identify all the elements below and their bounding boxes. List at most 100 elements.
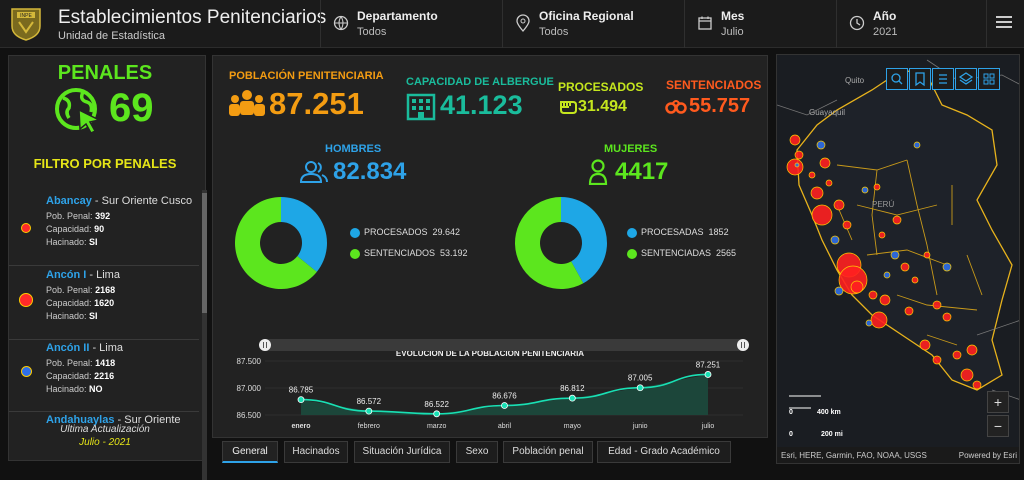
filter-anio[interactable]: Año 2021: [836, 0, 986, 48]
penal-marker[interactable]: [972, 380, 982, 390]
penal-marker[interactable]: [919, 339, 931, 351]
penal-marker[interactable]: [816, 140, 826, 150]
data-point[interactable]: [704, 371, 712, 378]
penal-marker[interactable]: [879, 294, 891, 306]
x-tick-label: mayo: [564, 423, 581, 430]
list-item[interactable]: Ancón I - Lima Pob. Penal: 2168 Capacida…: [9, 266, 199, 340]
list-item[interactable]: Ancón II - Lima Pob. Penal: 1418 Capacid…: [9, 340, 199, 412]
calendar-icon: [698, 16, 712, 30]
pob-penal: Pob. Penal: 392: [46, 211, 111, 221]
hombres-slice-sentenciados[interactable]: [235, 197, 317, 289]
list-icon[interactable]: [932, 68, 954, 90]
penal-marker[interactable]: [966, 344, 978, 356]
penal-marker[interactable]: [810, 186, 824, 200]
penal-marker[interactable]: [870, 311, 888, 329]
scale-km: 400 km: [817, 409, 841, 416]
filter-oficina-regional[interactable]: Oficina Regional Todos: [502, 0, 684, 48]
data-point[interactable]: [568, 394, 576, 402]
penal-marker[interactable]: [834, 286, 844, 296]
filter-value: Todos: [357, 26, 387, 38]
status-dot: [19, 293, 33, 307]
penal-marker[interactable]: [900, 262, 910, 272]
tab-situacion-juridica[interactable]: Situación Jurídica: [354, 441, 450, 463]
penal-marker[interactable]: [890, 250, 900, 260]
map-view[interactable]: Quito Guayaquil PERÚ 0 400 km 0 200 mi +…: [776, 54, 1020, 464]
penal-marker[interactable]: [878, 231, 886, 239]
penal-marker[interactable]: [825, 179, 833, 187]
list-item[interactable]: Abancay - Sur Oriente Cusco Pob. Penal: …: [9, 195, 199, 266]
penal-marker[interactable]: [904, 306, 914, 316]
penal-marker[interactable]: [811, 204, 833, 226]
tab-hacinados[interactable]: Hacinados: [284, 441, 348, 463]
penal-marker[interactable]: [786, 158, 804, 176]
mujeres-value: 4417: [615, 158, 669, 185]
zoom-in-button[interactable]: +: [987, 391, 1009, 413]
penal-marker[interactable]: [819, 157, 831, 169]
data-point[interactable]: [501, 402, 508, 409]
data-point[interactable]: [297, 396, 305, 404]
penal-marker[interactable]: [808, 171, 816, 179]
penal-marker[interactable]: [883, 271, 891, 279]
penal-marker[interactable]: [830, 235, 840, 245]
penal-marker[interactable]: [873, 183, 881, 191]
range-slider-track[interactable]: [265, 339, 743, 351]
penal-marker[interactable]: [865, 319, 873, 327]
basemap-icon[interactable]: [978, 68, 1000, 90]
penal-marker[interactable]: [794, 162, 800, 168]
layers-icon[interactable]: [955, 68, 977, 90]
data-point[interactable]: [636, 384, 644, 392]
data-label: 86.676: [492, 391, 517, 400]
fist-icon: [560, 101, 577, 114]
penales-list: Abancay - Sur Oriente Cusco Pob. Penal: …: [9, 190, 201, 474]
tab-general[interactable]: General: [222, 441, 278, 463]
data-point[interactable]: [433, 410, 441, 418]
penal-marker[interactable]: [850, 280, 864, 294]
list-item[interactable]: Andahuaylas - Sur Oriente: [9, 412, 199, 432]
filter-departamento[interactable]: Departamento Todos: [320, 0, 502, 48]
mujeres-slice-sentenciadas[interactable]: [515, 197, 584, 289]
tab-poblacion-penal[interactable]: Población penal: [503, 441, 593, 463]
hombres-label: HOMBRES: [325, 143, 382, 155]
penal-marker[interactable]: [892, 215, 902, 225]
filter-mes[interactable]: Mes Julio: [684, 0, 836, 48]
y-tick-label: 87.500: [237, 357, 262, 366]
penal-marker[interactable]: [833, 199, 845, 211]
penal-marker[interactable]: [952, 350, 962, 360]
mujeres-slice-procesadas[interactable]: [561, 197, 607, 284]
list-scrollbar[interactable]: [202, 190, 207, 480]
penal-marker[interactable]: [911, 276, 919, 284]
filter-value: Julio: [721, 26, 744, 38]
penal-marker[interactable]: [842, 220, 852, 230]
tab-sexo[interactable]: Sexo: [456, 441, 498, 463]
penal-marker[interactable]: [942, 262, 952, 272]
legend-swatch: [350, 248, 360, 259]
bookmark-icon[interactable]: [909, 68, 931, 90]
legend-swatch: [350, 227, 360, 238]
app-header: INPE Establecimientos Penitenciarios Uni…: [0, 0, 1024, 48]
building-icon: [406, 93, 436, 121]
data-point[interactable]: [365, 407, 373, 415]
globe-cursor-icon: [55, 88, 102, 134]
penal-marker[interactable]: [861, 186, 869, 194]
hamburger-menu-icon[interactable]: [996, 14, 1012, 30]
filter-label: Mes: [721, 9, 745, 23]
penal-marker[interactable]: [913, 141, 921, 149]
range-handle-left[interactable]: [259, 339, 271, 351]
penal-marker[interactable]: [789, 134, 801, 146]
range-handle-right[interactable]: [737, 339, 749, 351]
powered-by-esri-link[interactable]: Powered by Esri: [958, 451, 1017, 460]
penal-marker[interactable]: [932, 355, 942, 365]
chart-title: EVOLUCIÓN DE LA POBLACIÓN PENITENCIARIA: [395, 349, 585, 358]
penal-marker[interactable]: [932, 300, 942, 310]
penal-marker[interactable]: [794, 150, 804, 160]
zoom-out-button[interactable]: −: [987, 415, 1009, 437]
penal-marker[interactable]: [960, 368, 974, 382]
tab-edad-grado-academico[interactable]: Edad - Grado Académico: [597, 441, 731, 463]
penal-marker[interactable]: [923, 251, 931, 259]
globe-icon: [333, 15, 349, 31]
x-tick-label: marzo: [427, 423, 447, 430]
hombres-slice-procesados[interactable]: [281, 197, 327, 272]
penal-marker[interactable]: [942, 312, 952, 322]
penal-marker[interactable]: [868, 290, 878, 300]
search-icon[interactable]: [886, 68, 908, 90]
